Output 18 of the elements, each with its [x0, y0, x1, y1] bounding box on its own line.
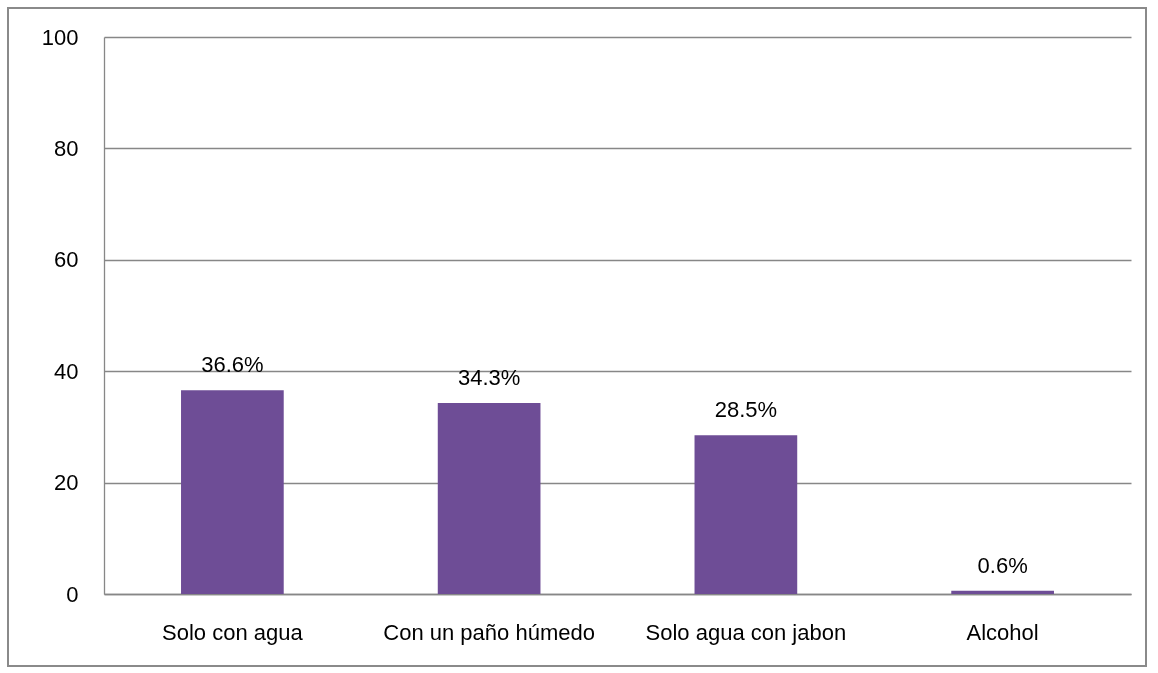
bar: [951, 590, 1054, 594]
bar: [694, 435, 798, 594]
x-tick-label: Con un paño húmedo: [383, 619, 595, 645]
bar: [437, 402, 541, 594]
x-tick-label: Alcohol: [966, 619, 1039, 645]
y-tick-label: 0: [66, 581, 79, 607]
y-tick-label: 40: [54, 358, 79, 384]
x-tick-label: Solo agua con jabon: [645, 619, 847, 645]
data-label: 36.6%: [201, 352, 264, 378]
x-tick-label: Solo con agua: [162, 619, 304, 645]
y-tick-label: 100: [41, 24, 79, 50]
y-tick-label: 20: [54, 470, 79, 496]
data-label: 28.5%: [714, 397, 778, 423]
y-tick-label: 60: [54, 247, 79, 273]
data-label: 34.3%: [457, 364, 521, 390]
bar: [181, 390, 284, 594]
data-label: 0.6%: [977, 552, 1028, 578]
y-tick-label: 80: [54, 135, 79, 161]
